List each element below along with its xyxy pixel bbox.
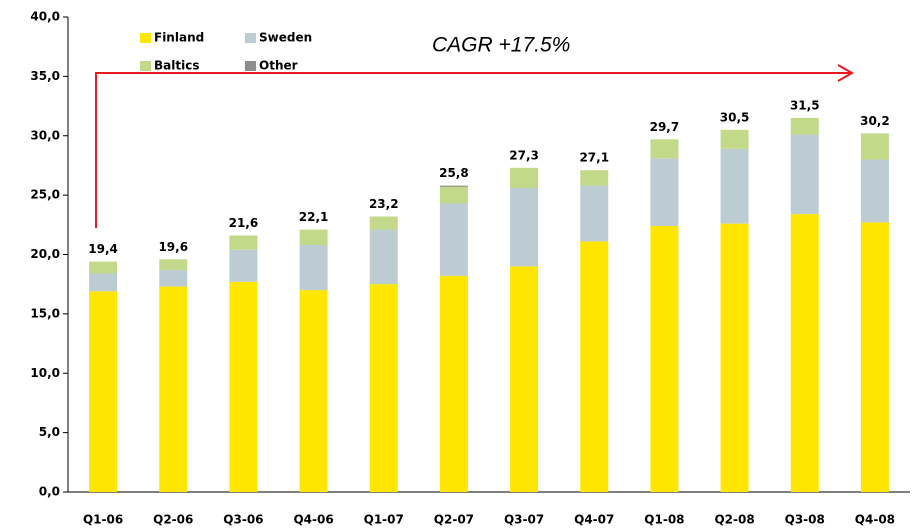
bar-segment [299,229,328,245]
bar-segment [89,291,118,492]
total-label: 19,6 [158,240,188,254]
bar-segment [89,273,118,292]
bar-segment [229,235,258,250]
bar-segment [369,216,398,230]
bar-segment [159,286,188,492]
bar-segment [510,188,539,267]
x-tick-label: Q1-06 [83,513,123,527]
total-label: 30,2 [860,114,890,128]
legend-swatch [245,61,256,71]
bar-segment [369,229,398,285]
legend-label: Sweden [259,31,312,45]
legend-label: Finland [154,31,204,45]
bar-segment [720,148,749,224]
bar-segment [229,249,258,282]
x-tick-label: Q4-06 [293,513,333,527]
y-tick-label: 40,0 [30,10,60,24]
total-label: 25,8 [439,166,469,180]
bar-segment [299,290,328,492]
legend-swatch [140,61,151,71]
bar-segment [790,134,819,215]
cagr-arrow [95,72,850,228]
bar-segment [580,185,609,242]
bar-segment [439,203,468,276]
legend-label: Other [259,59,298,73]
x-tick-label: Q2-07 [434,513,474,527]
total-label: 29,7 [650,120,680,134]
annotation: CAGR +17.5% [432,34,570,57]
bar-segment [159,259,188,270]
bar-segment [790,214,819,492]
bar-segment [510,266,539,492]
x-tick-label: Q3-08 [785,513,825,527]
bar-segment [720,129,749,149]
bar-segment [860,222,889,492]
y-tick-label: 0,0 [39,485,60,499]
bar-segment [439,186,468,204]
bar-segment [299,245,328,291]
y-tick-label: 35,0 [30,69,60,83]
bar-segment [159,269,188,287]
legend-swatch [140,33,151,43]
bar-segment [439,275,468,492]
total-label: 31,5 [790,98,820,112]
bar-segment [650,139,679,159]
legend-swatch [245,33,256,43]
x-tick-label: Q3-07 [504,513,544,527]
bar-segment [439,185,468,187]
bar-segment [650,158,679,226]
x-tick-label: Q3-06 [223,513,263,527]
total-label: 19,4 [88,242,118,256]
x-tick-label: Q4-08 [855,513,895,527]
total-label: 21,6 [229,216,259,230]
y-tick-label: 20,0 [30,247,60,261]
x-tick-label: Q2-06 [153,513,193,527]
bar-segment [650,226,679,492]
x-tick-label: Q1-08 [644,513,684,527]
bar-segment [580,241,609,492]
bar-segment [860,159,889,223]
legend-label: Baltics [154,59,199,73]
y-tick-label: 25,0 [30,188,60,202]
bar-segment [510,167,539,188]
bar-segment [369,284,398,492]
arrow-head [837,64,855,82]
x-tick-label: Q1-07 [364,513,404,527]
total-label: 30,5 [720,110,750,124]
bar-segment [89,261,118,274]
bar-segment [790,117,819,135]
y-tick-label: 15,0 [30,306,60,320]
x-tick-label: Q2-08 [714,513,754,527]
total-label: 27,1 [579,151,609,165]
bar-segment [720,223,749,492]
bar-segment [229,281,258,492]
y-tick-label: 5,0 [39,425,60,439]
bar-segment [580,170,609,186]
y-tick-label: 30,0 [30,128,60,142]
bar-segment [860,133,889,160]
total-label: 23,2 [369,197,399,211]
total-label: 27,3 [509,148,539,162]
x-tick-label: Q4-07 [574,513,614,527]
y-tick-label: 10,0 [30,366,60,380]
total-label: 22,1 [299,210,329,224]
